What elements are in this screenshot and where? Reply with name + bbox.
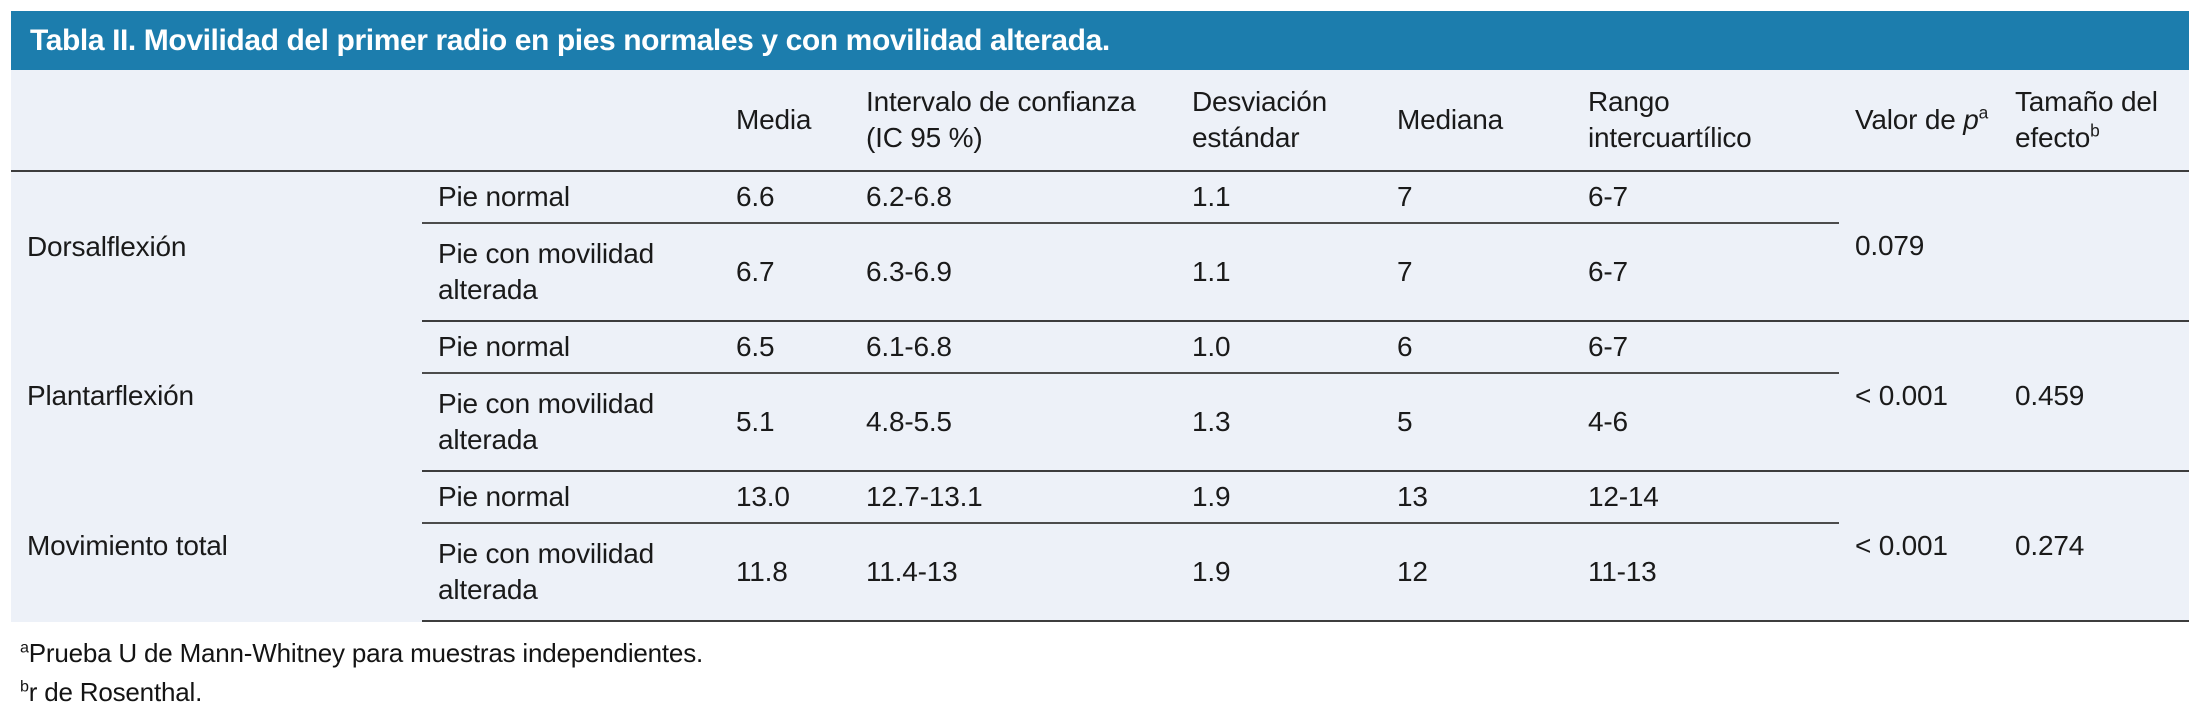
footnote-b-text: r de Rosenthal. (28, 677, 203, 708)
col-header-interquartile-range: Rango intercuartílico (1572, 70, 1839, 172)
cell-median: 7 (1381, 223, 1572, 322)
footnote-a-text: Prueba U de Mann-Whitney para muestras i… (28, 638, 704, 668)
cell-confidence-interval: 6.1-6.8 (850, 321, 1176, 374)
col-header-media: Media (720, 70, 850, 172)
cell-condition: Pie con movilidad alterada (422, 373, 720, 472)
cell-interquartile-range: 6-7 (1572, 223, 1839, 322)
col-header-p-value: Valor de pa (1839, 70, 1999, 172)
col-header-confidence-interval: Intervalo de confianza (IC 95 %) (850, 70, 1176, 172)
footnote-a: aPrueba U de Mann-Whitney para muestras … (20, 636, 2189, 671)
p-value-header-superscript: a (1978, 102, 1989, 123)
row-group-label: Dorsalflexión (27, 230, 187, 262)
cell-confidence-interval: 12.7-13.1 (850, 471, 1176, 524)
cell-condition: Pie normal (422, 171, 720, 224)
col-header-empty-1 (11, 70, 422, 172)
table-row: Plantarflexión Pie normal 6.5 6.1-6.8 1.… (11, 321, 2189, 472)
footnote-a-superscript: a (20, 638, 29, 657)
row-group-label: Movimiento total (27, 530, 228, 562)
cell-condition: Pie normal (422, 321, 720, 374)
table-footnotes: aPrueba U de Mann-Whitney para muestras … (20, 636, 2189, 710)
cell-interquartile-range: 12-14 (1572, 471, 1839, 524)
cell-media: 6.5 (720, 321, 850, 374)
cell-interquartile-range: 6-7 (1572, 321, 1839, 374)
cell-median: 12 (1381, 523, 1572, 622)
col-header-median: Mediana (1381, 70, 1572, 172)
table-title: Tabla II. Movilidad del primer radio en … (30, 23, 1110, 57)
cell-effect-size: 0.274 (1999, 471, 2189, 622)
cell-effect-size: 0.459 (1999, 321, 2189, 472)
cell-median: 13 (1381, 471, 1572, 524)
stats-table: Media Intervalo de confianza (IC 95 %) D… (11, 70, 2189, 622)
cell-p-value: 0.079 (1839, 171, 1999, 322)
table-row: Pie con movilidad alterada 6.7 6.3-6.9 1… (11, 223, 2189, 322)
cell-confidence-interval: 4.8-5.5 (850, 373, 1176, 472)
table-row: Dorsalflexión Pie normal 6.6 6.2-6.8 1.1… (11, 171, 2189, 322)
cell-interquartile-range: 11-13 (1572, 523, 1839, 622)
footnote-b: br de Rosenthal. (20, 675, 2189, 710)
cell-confidence-interval: 6.3-6.9 (850, 223, 1176, 322)
cell-confidence-interval: 6.2-6.8 (850, 171, 1176, 224)
row-group-label: Plantarflexión (27, 380, 194, 412)
cell-standard-deviation: 1.1 (1176, 223, 1381, 322)
col-header-empty-2 (422, 70, 720, 172)
cell-media: 6.6 (720, 171, 850, 224)
cell-condition: Pie con movilidad alterada (422, 523, 720, 622)
table-row: Movimiento total Pie normal 13.0 12.7-13… (11, 471, 2189, 622)
col-header-effect-size: Tamaño del efectob (1999, 70, 2189, 172)
col-header-standard-deviation: Desviación estándar (1176, 70, 1381, 172)
cell-median: 7 (1381, 171, 1572, 224)
cell-standard-deviation: 1.0 (1176, 321, 1381, 374)
cell-confidence-interval: 11.4-13 (850, 523, 1176, 622)
table-figure: Tabla II. Movilidad del primer radio en … (11, 11, 2189, 714)
cell-p-value: < 0.001 (1839, 321, 1999, 472)
cell-standard-deviation: 1.9 (1176, 523, 1381, 622)
cell-interquartile-range: 6-7 (1572, 171, 1839, 224)
p-value-header-italic-p: p (1963, 104, 1979, 136)
cell-median: 6 (1381, 321, 1572, 374)
cell-standard-deviation: 1.1 (1176, 171, 1381, 224)
cell-interquartile-range: 4-6 (1572, 373, 1839, 472)
effect-size-header-text: Tamaño del efecto (2015, 86, 2158, 153)
cell-media: 5.1 (720, 373, 850, 472)
cell-media: 11.8 (720, 523, 850, 622)
table-row: Pie con movilidad alterada 11.8 11.4-13 … (11, 523, 2189, 622)
p-value-header-text: Valor de (1855, 104, 1964, 136)
table-row: Pie con movilidad alterada 5.1 4.8-5.5 1… (11, 373, 2189, 472)
footnote-b-superscript: b (20, 677, 29, 696)
table-title-bar: Tabla II. Movilidad del primer radio en … (11, 11, 2189, 70)
cell-median: 5 (1381, 373, 1572, 472)
cell-media: 6.7 (720, 223, 850, 322)
header-row: Media Intervalo de confianza (IC 95 %) D… (11, 70, 2189, 172)
cell-p-value: < 0.001 (1839, 471, 1999, 622)
cell-standard-deviation: 1.9 (1176, 471, 1381, 524)
cell-effect-size (1999, 171, 2189, 322)
cell-condition: Pie con movilidad alterada (422, 223, 720, 322)
cell-condition: Pie normal (422, 471, 720, 524)
cell-media: 13.0 (720, 471, 850, 524)
effect-size-header-superscript: b (2090, 120, 2100, 141)
cell-standard-deviation: 1.3 (1176, 373, 1381, 472)
